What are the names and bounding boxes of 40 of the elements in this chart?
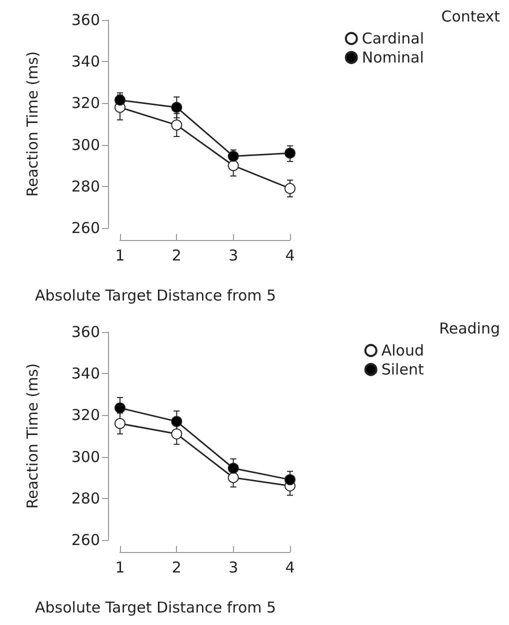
y-tick-label: 280 — [71, 177, 100, 196]
point — [171, 416, 182, 427]
legend-label: Cardinal — [362, 30, 424, 48]
x-tick-label: 4 — [285, 558, 295, 576]
y-tick-label: 260 — [71, 219, 100, 237]
legend-title: Context — [441, 8, 500, 26]
y-axis-title: Reaction Time (ms) — [24, 51, 42, 197]
x-tick-label: 2 — [172, 246, 182, 264]
x-tick-label: 2 — [172, 558, 182, 576]
x-tick-label: 4 — [285, 246, 295, 264]
point — [171, 428, 182, 440]
y-tick-label: 320 — [71, 406, 100, 424]
y-tick-label: 340 — [71, 364, 100, 383]
y-tick-label: 360 — [71, 323, 100, 341]
x-axis-title: Absolute Target Distance from 5 — [35, 286, 276, 304]
point — [171, 120, 182, 131]
point — [284, 148, 296, 159]
point — [228, 150, 239, 162]
legend-label: Silent — [381, 360, 424, 378]
x-tick-label: 3 — [228, 558, 238, 576]
x-tick-label: 1 — [115, 246, 125, 264]
point — [284, 474, 296, 486]
legend-label: Nominal — [362, 48, 424, 66]
point — [228, 472, 239, 484]
y-tick-label: 280 — [71, 489, 100, 508]
x-tick-label: 3 — [228, 246, 238, 264]
y-tick-label: 360 — [71, 11, 100, 29]
y-tick-label: 260 — [71, 531, 100, 549]
point — [284, 182, 296, 194]
legend-label: Aloud — [381, 342, 424, 360]
x-tick-label: 1 — [115, 558, 125, 576]
x-axis-title: Absolute Target Distance from 5 — [35, 598, 276, 616]
y-axis-title: Reaction Time (ms) — [24, 363, 42, 509]
y-tick-label: 340 — [71, 52, 100, 71]
legend-title: Reading — [439, 320, 500, 338]
y-tick-label: 300 — [71, 448, 100, 466]
point — [228, 160, 239, 172]
point — [228, 462, 239, 474]
y-tick-label: 300 — [71, 136, 100, 154]
y-tick-label: 320 — [71, 94, 100, 112]
